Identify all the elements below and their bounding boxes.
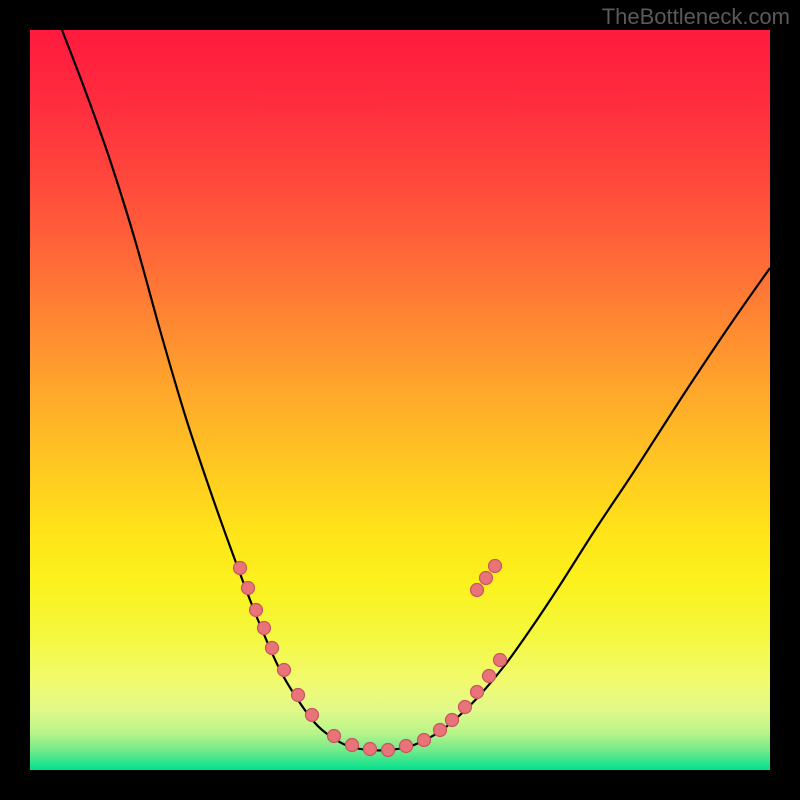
data-marker [489,560,502,573]
data-marker [306,709,319,722]
data-marker [494,654,507,667]
data-marker [418,734,431,747]
data-marker [400,740,413,753]
watermark-text: TheBottleneck.com [602,4,790,30]
data-marker [346,739,359,752]
data-marker [446,714,459,727]
data-marker [250,604,263,617]
data-marker [480,572,493,585]
data-marker [242,582,255,595]
data-marker [234,562,247,575]
data-marker [364,743,377,756]
data-marker [258,622,271,635]
data-marker [459,701,472,714]
data-marker [382,744,395,757]
data-marker [434,724,447,737]
data-marker [278,664,291,677]
data-marker [471,686,484,699]
curve-layer [30,30,770,770]
data-marker [483,670,496,683]
bottleneck-chart [30,30,770,770]
data-marker [328,730,341,743]
data-marker [471,584,484,597]
bottleneck-curve [62,30,770,750]
data-marker [266,642,279,655]
data-marker [292,689,305,702]
